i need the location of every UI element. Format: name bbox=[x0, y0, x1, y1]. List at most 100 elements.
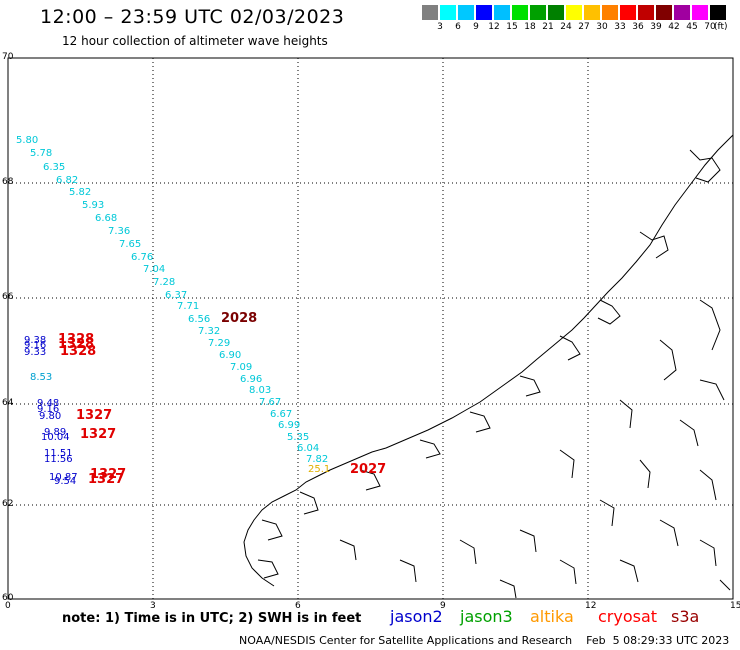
wave-height-label: 6.96 bbox=[240, 374, 262, 385]
scale-label: 15 bbox=[506, 22, 518, 32]
coastline-segment bbox=[699, 299, 721, 351]
scale-swatch bbox=[656, 5, 672, 20]
wave-height-label: 9.48 bbox=[37, 398, 59, 409]
footer-credit: NOAA/NESDIS Center for Satellite Applica… bbox=[239, 634, 730, 647]
wave-height-label: 9.54 bbox=[54, 476, 76, 487]
coastline-segment bbox=[559, 449, 575, 479]
coastline-segment bbox=[619, 559, 639, 583]
scale-label: 24 bbox=[560, 22, 572, 32]
wave-height-label: 10.87 bbox=[49, 472, 78, 483]
coastline-segment bbox=[519, 529, 537, 553]
scale-label: 70 bbox=[704, 22, 716, 32]
scale-label: 42 bbox=[668, 22, 680, 32]
coastline-segment bbox=[659, 519, 679, 547]
wave-height-label: 7.71 bbox=[177, 301, 199, 312]
coastline-segment bbox=[243, 134, 734, 587]
scale-label: 39 bbox=[650, 22, 662, 32]
wave-height-label: 7.04 bbox=[143, 264, 165, 275]
wave-height-label: 7.82 bbox=[306, 454, 328, 465]
coastline-segment bbox=[619, 399, 633, 429]
lon-tick-label: 12 bbox=[585, 601, 597, 611]
scale-swatch bbox=[602, 5, 618, 20]
scale-label: 27 bbox=[578, 22, 590, 32]
wave-height-label: 7.65 bbox=[119, 239, 141, 250]
lat-tick-label: 70 bbox=[2, 52, 14, 62]
wave-height-label: 9.16 bbox=[37, 404, 59, 415]
scale-swatch bbox=[530, 5, 546, 20]
lat-tick-label: 62 bbox=[2, 499, 14, 509]
wave-height-label: 9.33 bbox=[24, 347, 46, 358]
coastline-segment bbox=[499, 579, 517, 599]
wave-height-label: 11.51 bbox=[44, 448, 73, 459]
note-text: note: 1) Time is in UTC; 2) SWH is in fe… bbox=[62, 611, 362, 626]
wave-height-label: 5.78 bbox=[30, 148, 52, 159]
coastline-segment bbox=[419, 439, 441, 459]
map-grid bbox=[7, 57, 734, 600]
coastline-segment bbox=[699, 379, 725, 401]
wave-height-label: 9.16 bbox=[24, 340, 46, 351]
scale-label: 21 bbox=[542, 22, 554, 32]
wave-height-label: 6.99 bbox=[278, 420, 300, 431]
scale-swatch bbox=[548, 5, 564, 20]
coastline-segment bbox=[399, 559, 417, 583]
wave-height-label: 1327 bbox=[88, 472, 124, 487]
color-scale-unit: (ft) bbox=[714, 22, 728, 32]
coastline-segment bbox=[659, 339, 677, 381]
scale-label: 18 bbox=[524, 22, 536, 32]
satellite-legend-s3a: s3a bbox=[671, 607, 700, 626]
wave-height-label: 8.53 bbox=[30, 372, 52, 383]
wave-height-label: 9.89 bbox=[44, 427, 66, 438]
coastline-segment bbox=[689, 149, 721, 183]
wave-height-label: 10.04 bbox=[41, 432, 70, 443]
wave-height-label: 1328 bbox=[58, 337, 94, 352]
wave-height-label: 1327 bbox=[76, 408, 112, 423]
scale-swatch bbox=[458, 5, 474, 20]
satellite-legend-cryosat: cryosat bbox=[598, 607, 658, 626]
coastline-segment bbox=[339, 539, 357, 561]
lon-tick-label: 15 bbox=[730, 601, 740, 611]
wave-height-label: 6.68 bbox=[95, 213, 117, 224]
lon-tick-label: 3 bbox=[150, 601, 156, 611]
lon-tick-label: 6 bbox=[295, 601, 301, 611]
wave-height-label: 6.35 bbox=[43, 162, 65, 173]
scale-swatch bbox=[710, 5, 726, 20]
lat-tick-label: 60 bbox=[2, 593, 14, 603]
satellite-legend-altika: altika bbox=[530, 607, 574, 626]
scale-swatch bbox=[440, 5, 456, 20]
norway-coastline bbox=[243, 134, 734, 599]
wave-height-label: 1328 bbox=[58, 332, 94, 347]
lon-tick-label: 0 bbox=[5, 601, 11, 611]
wave-height-label: 7.32 bbox=[198, 326, 220, 337]
scale-swatch bbox=[584, 5, 600, 20]
scale-swatch bbox=[494, 5, 510, 20]
coastline-segment bbox=[639, 231, 669, 259]
satellite-legend-jason3: jason3 bbox=[460, 607, 513, 626]
wave-height-label: 5.93 bbox=[82, 200, 104, 211]
lon-tick-label: 9 bbox=[440, 601, 446, 611]
page-title: 12:00 – 23:59 UTC 02/03/2023 bbox=[40, 6, 345, 28]
wave-height-label: 9.80 bbox=[39, 411, 61, 422]
coastline-segment bbox=[261, 519, 283, 541]
scale-swatch bbox=[620, 5, 636, 20]
wave-height-observations: 5.80 5.78 6.35 6.825.82 5.93 6.68 7.36 7.65 6.76… bbox=[16, 135, 386, 487]
wave-height-label: 1327 bbox=[90, 467, 126, 482]
coastline-segment bbox=[559, 335, 581, 361]
coastline-segment bbox=[719, 579, 731, 591]
wave-height-label: 6.76 bbox=[131, 252, 153, 263]
coastline-segment bbox=[469, 411, 491, 433]
wave-height-label: 7.29 bbox=[208, 338, 230, 349]
lat-tick-label: 64 bbox=[2, 398, 14, 408]
scale-label: 30 bbox=[596, 22, 608, 32]
wave-height-label: 7.28 bbox=[153, 277, 175, 288]
coastline-segment bbox=[599, 499, 615, 527]
coastline-segment bbox=[299, 491, 319, 515]
wave-height-label: 5.82 bbox=[69, 187, 91, 198]
scale-swatch bbox=[476, 5, 492, 20]
scale-label: 33 bbox=[614, 22, 626, 32]
scale-label: 36 bbox=[632, 22, 644, 32]
coastline-segment bbox=[257, 559, 279, 579]
wave-height-label: 6.56 bbox=[188, 314, 210, 325]
coastline-segment bbox=[597, 299, 621, 325]
wave-height-label: 7.36 bbox=[108, 226, 130, 237]
